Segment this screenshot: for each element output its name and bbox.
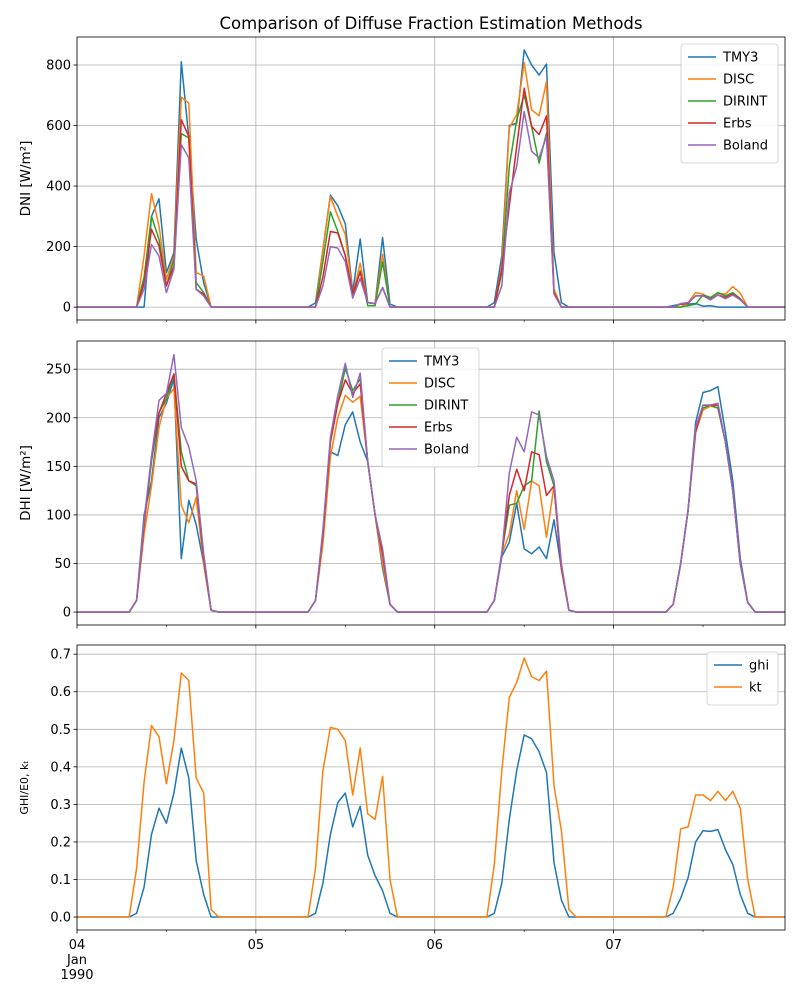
legend-box	[680, 43, 779, 164]
x-tick-label: Jan	[66, 953, 87, 968]
y-tick-label: 0.5	[50, 723, 71, 738]
x-tick-label: 07	[605, 938, 622, 953]
chart-title: Comparison of Diffuse Fraction Estimatio…	[220, 14, 643, 33]
series-line-boland	[77, 110, 785, 308]
y-tick-label: 150	[46, 460, 71, 475]
legend-label: Erbs	[723, 117, 752, 132]
y-tick-label: 400	[46, 180, 71, 195]
y-tick-label: 0.6	[50, 685, 71, 700]
series-line-boland	[77, 353, 785, 613]
y-tick-label: 0	[63, 606, 71, 621]
y-axis-label: DHI [W/m²]	[18, 445, 34, 521]
y-tick-label: 600	[46, 119, 71, 134]
y-axis-label: GHI/E0, kₜ	[18, 760, 31, 814]
y-tick-label: 0.3	[50, 798, 71, 813]
subplot-1: 0 200 400 600 800 DNI [W/m²] TMY3 DISC DIRINT Erb…	[18, 36, 786, 324]
legend-label: DIRINT	[723, 95, 767, 110]
y-tick-label: 0.7	[50, 648, 71, 663]
y-tick-label: 0.1	[50, 873, 71, 888]
y-tick-label: 200	[46, 240, 71, 255]
y-tick-label: 0	[63, 301, 71, 316]
legend: TMY3 DISC DIRINT Erbs Boland	[680, 43, 779, 164]
x-tick-label: 1990	[60, 968, 93, 983]
axes-frame	[76, 644, 786, 931]
x-tick-label: 04	[69, 938, 86, 953]
legend-label: DISC	[424, 377, 455, 392]
y-tick-label: 100	[46, 508, 71, 523]
x-tick-label: 05	[248, 938, 265, 953]
legend-label: DIRINT	[424, 399, 468, 414]
y-tick-label: 0.2	[50, 835, 71, 850]
axes-frame	[76, 340, 786, 626]
legend-label: TMY3	[722, 51, 758, 66]
legend-label: kt	[749, 681, 762, 696]
legend-label: Boland	[424, 443, 469, 458]
legend-label: DISC	[723, 73, 754, 88]
y-tick-label: 50	[54, 557, 71, 572]
legend: TMY3 DISC DIRINT Erbs Boland	[381, 347, 480, 468]
legend-label: Erbs	[424, 421, 453, 436]
y-axis-label: DNI [W/m²]	[18, 141, 34, 217]
legend-label: TMY3	[423, 355, 459, 370]
axes-frame	[76, 36, 786, 321]
legend-box	[381, 347, 480, 468]
legend-label: ghi	[749, 659, 769, 674]
series-line-kt	[77, 657, 785, 918]
legend: ghi kt	[706, 651, 779, 706]
y-tick-label: 0.4	[50, 760, 71, 775]
legend-label: Boland	[723, 139, 768, 154]
y-tick-label: 200	[46, 411, 71, 426]
y-tick-label: 0.0	[50, 911, 71, 926]
y-tick-label: 250	[46, 363, 71, 378]
y-tick-label: 800	[46, 58, 71, 73]
x-tick-label: 06	[426, 938, 443, 953]
subplot-2: 0 50 100 150 200 250 DHI [W/m²] TMY3 DISC DIRINT E…	[18, 340, 786, 629]
